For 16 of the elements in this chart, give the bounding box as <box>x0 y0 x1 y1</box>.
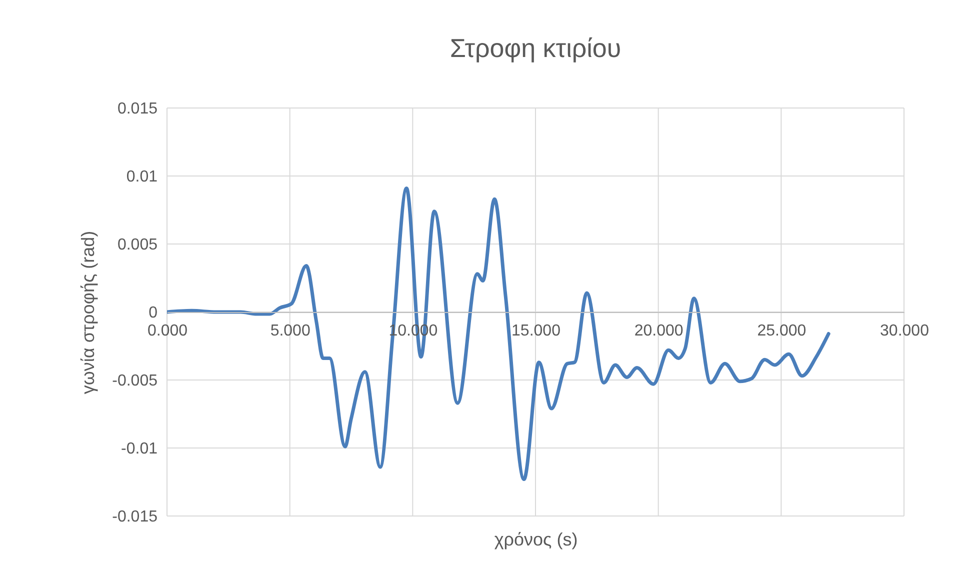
y-tick-label: -0.01 <box>121 440 158 458</box>
x-axis-title: χρόνος (s) <box>494 530 578 550</box>
y-tick-label: 0.015 <box>117 100 158 118</box>
x-tick-label: 20.000 <box>634 322 684 340</box>
chart-title: Στροφη κτιρίου <box>450 33 622 63</box>
y-tick-label: -0.015 <box>112 508 158 526</box>
y-tick-label: 0.005 <box>117 236 158 254</box>
x-tick-label: 5.000 <box>270 322 310 340</box>
y-tick-label: 0.01 <box>126 168 158 186</box>
y-tick-label: -0.005 <box>112 372 158 390</box>
y-axis-title: γωνία στροφής (rad) <box>78 230 98 394</box>
x-tick-label: 0.000 <box>147 322 188 340</box>
x-tick-label: 30.000 <box>880 322 930 340</box>
x-tick-label: 25.000 <box>757 322 806 340</box>
y-tick-label: 0 <box>148 304 158 322</box>
x-tick-label: 15.000 <box>512 322 561 340</box>
